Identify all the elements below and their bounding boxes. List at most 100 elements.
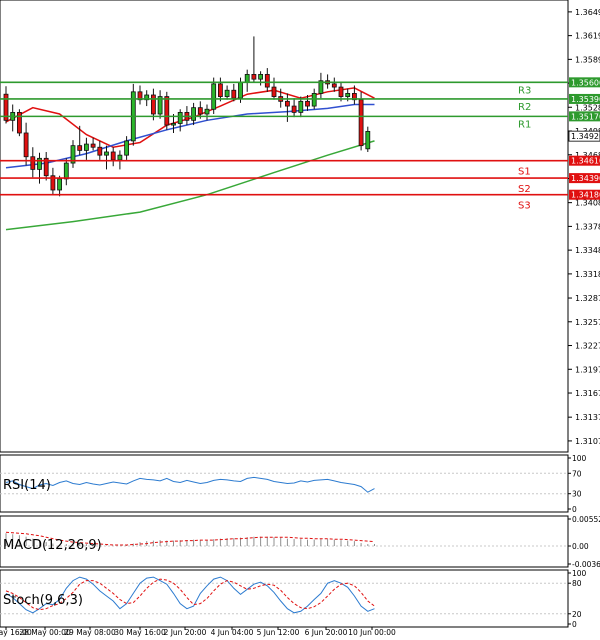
candle-bearish	[23, 122, 29, 166]
candle-bullish	[298, 96, 304, 118]
candle-bearish	[164, 91, 170, 130]
candle-body	[251, 74, 257, 80]
level-price-box	[569, 77, 600, 88]
candle-body	[238, 81, 243, 99]
candle-body	[84, 143, 89, 151]
price-tick-label: 1.32875	[575, 294, 600, 303]
candle-body	[224, 89, 230, 97]
candle-body	[338, 86, 344, 97]
candle-bearish	[30, 147, 36, 178]
macd-content: 0.00552 0.00 -0.00368	[0, 515, 600, 569]
candle-bullish	[130, 83, 136, 146]
candle-body	[365, 131, 371, 150]
candle-bullish	[104, 145, 109, 170]
level-name-r2: R2	[518, 102, 531, 113]
indicator-tick-label: -0.00368	[572, 560, 600, 569]
candle-body	[37, 157, 42, 170]
macd-panel-frame	[0, 515, 569, 568]
current-price-label: 1.34920	[568, 130, 600, 142]
candle-bearish	[16, 109, 22, 137]
price-tick-label: 1.34080	[575, 199, 600, 208]
candle-body	[191, 107, 197, 121]
indicator-tick-label: 80	[572, 579, 582, 588]
candle-body	[43, 157, 49, 177]
price-tick-label: 1.31070	[575, 437, 600, 446]
candle-body	[104, 151, 109, 156]
price-panel: 1.364901.361901.358901.355901.352851.349…	[0, 0, 600, 453]
candle-bullish	[365, 126, 371, 152]
candle-body	[204, 108, 210, 115]
candle-body	[3, 93, 9, 121]
candle-bullish	[84, 137, 89, 160]
level-price-box	[569, 155, 600, 166]
candle-body	[97, 146, 103, 156]
candle-body	[30, 156, 36, 170]
level-price-label: 1.34610	[571, 157, 600, 166]
candle-body	[217, 83, 223, 97]
time-tick-label: 29 May 08:00	[64, 628, 116, 637]
candle-body	[23, 132, 29, 158]
candle-body	[358, 99, 364, 147]
price-tick-label: 1.31975	[575, 365, 600, 374]
time-tick-label: 5 Jun 12:00	[257, 628, 300, 637]
level-price-box	[569, 189, 600, 200]
candle-bullish	[191, 102, 197, 126]
time-tick-label: 4 Jun 04:00	[211, 628, 254, 637]
stoch-panel-frame	[0, 569, 569, 628]
candle-body	[345, 93, 351, 97]
time-tick-label: 28 May 00:00	[19, 628, 71, 637]
candle-body	[211, 83, 217, 110]
candle-bullish	[157, 90, 163, 119]
current-price-box	[568, 130, 600, 142]
candle-bullish	[177, 109, 183, 132]
indicator-tick-label: 0	[572, 620, 577, 629]
candle-body	[90, 143, 96, 148]
time-tick-label: 10 Jun 00:00	[348, 628, 396, 637]
candle-body	[157, 96, 163, 115]
candle-bearish	[3, 86, 9, 124]
stoch-main-line	[5, 576, 375, 614]
candle-bullish	[211, 77, 217, 114]
time-tick-label: 30 May 16:00	[114, 628, 166, 637]
candle-bearish	[43, 151, 49, 181]
candle-body	[291, 105, 297, 113]
candle-body	[284, 100, 290, 107]
price-tick-label: 1.33180	[575, 270, 600, 279]
level-name-r3: R3	[518, 85, 531, 96]
rsi-content: 100 70 30 0	[0, 454, 587, 514]
candle-body	[177, 112, 183, 124]
level-price-label: 1.34180	[571, 191, 600, 200]
price-tick-label: 1.36490	[575, 8, 600, 17]
indicator-tick-label: 100	[572, 454, 587, 463]
candle-bearish	[90, 137, 96, 151]
level-price-box	[569, 111, 600, 122]
level-price-box	[569, 173, 600, 184]
candle-body	[244, 74, 250, 83]
indicator-tick-label: 30	[572, 490, 582, 499]
current-price-value: 1.34920	[571, 132, 600, 141]
candle-bearish	[264, 68, 270, 92]
price-tick-label: 1.32275	[575, 342, 600, 351]
indicator-tick-label: 0.00552	[572, 515, 600, 524]
candle-body	[197, 107, 203, 115]
macd-signal-line	[5, 531, 375, 546]
stoch-title: Stoch(9,6,3)	[3, 593, 83, 608]
level-price-label: 1.35170	[571, 112, 600, 121]
candle-bearish	[50, 167, 56, 195]
macd-panel: 0.00552 0.00 -0.00368 MACD(12,26,9)	[0, 515, 600, 569]
candle-body	[77, 145, 83, 151]
candle-body	[57, 178, 62, 191]
candle-body	[164, 96, 170, 126]
time-tick-label: 6 Jun 20:00	[305, 628, 348, 637]
candle-bearish	[97, 140, 103, 160]
candle-body	[271, 86, 277, 97]
rsi-panel-frame	[0, 454, 569, 513]
level-price-label: 1.35390	[571, 95, 600, 104]
rsi-line	[5, 476, 375, 493]
candle-body	[331, 83, 337, 88]
level-price-box	[569, 93, 600, 104]
price-tick-label: 1.35890	[575, 55, 600, 64]
price-tick-label: 1.33780	[575, 222, 600, 231]
